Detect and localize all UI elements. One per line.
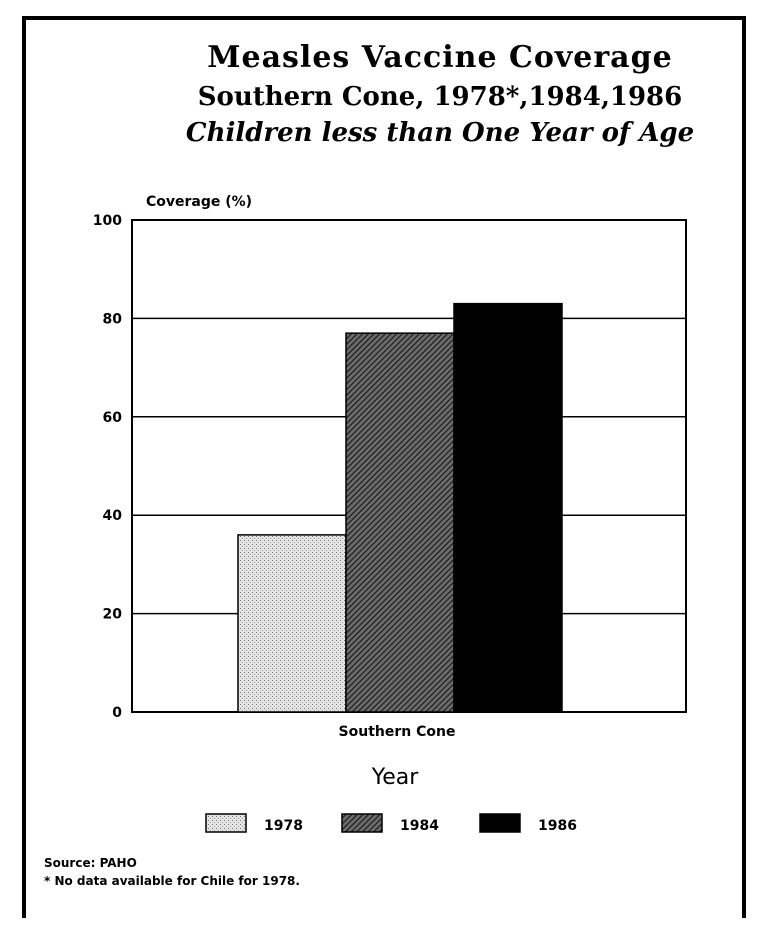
chart-title: Measles Vaccine Coverage — [207, 40, 673, 75]
y-tick-label: 60 — [103, 410, 123, 426]
bar-1978 — [237, 534, 347, 713]
legend-label-1984: 1984 — [400, 818, 439, 834]
y-tick-label: 100 — [93, 213, 122, 229]
source-note: Source: PAHO — [44, 856, 137, 870]
x-category-label: Southern Cone — [339, 724, 456, 740]
y-tick-label: 0 — [112, 705, 122, 721]
legend-swatch-1978 — [205, 813, 247, 833]
chart-subtitle: Southern Cone, 1978*,1984,1986 — [197, 82, 683, 112]
x-axis-label: Year — [371, 765, 420, 790]
y-tick-label: 80 — [103, 311, 123, 327]
legend-swatch-1984 — [341, 813, 383, 833]
footnote: * No data available for Chile for 1978. — [44, 874, 300, 888]
chart-subtitle-age: Children less than One Year of Age — [185, 118, 695, 148]
legend-label-1986: 1986 — [538, 818, 577, 834]
y-tick-label: 40 — [103, 508, 123, 524]
bar-1986 — [453, 302, 563, 713]
y-axis-label: Coverage (%) — [146, 194, 252, 210]
legend-swatch-1986 — [479, 813, 521, 833]
y-tick-label: 20 — [103, 607, 123, 623]
legend-label-1978: 1978 — [264, 818, 303, 834]
bar-1984 — [345, 332, 455, 713]
